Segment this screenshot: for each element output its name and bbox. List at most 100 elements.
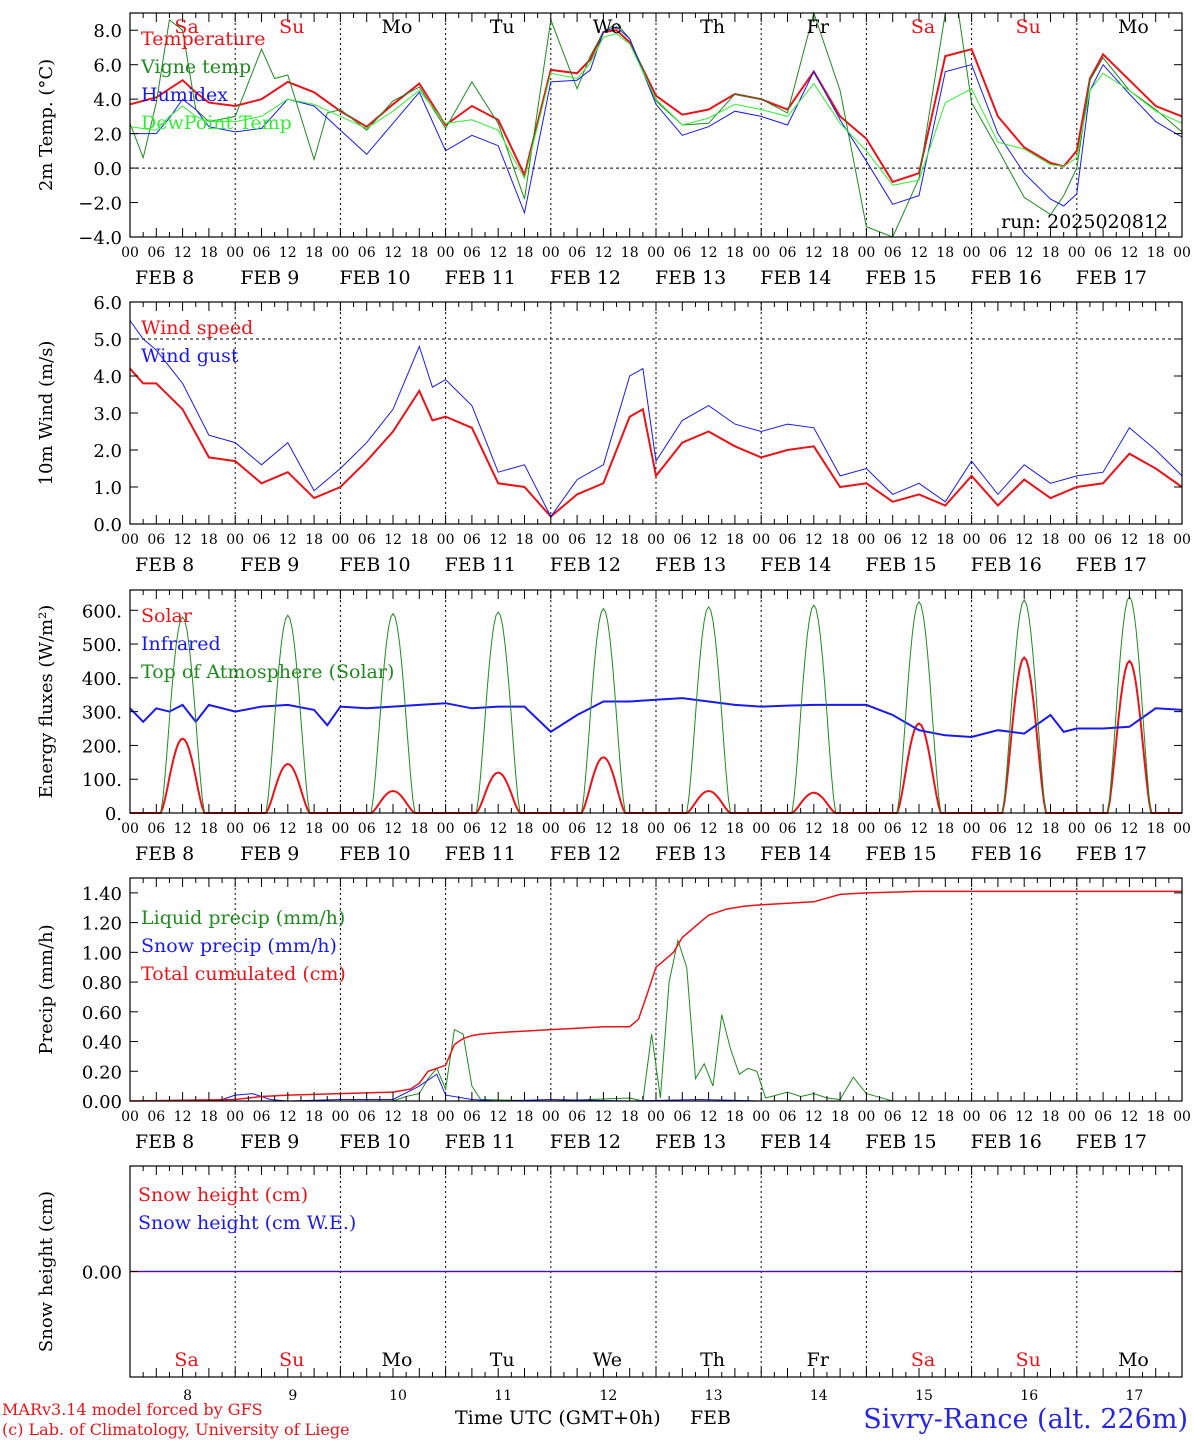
weekday-label: Mo [382,16,413,38]
date-label: FEB 11 [445,554,516,576]
hour-tick-label: 18 [1147,245,1165,261]
day-number-label: 12 [599,1388,617,1404]
y-tick-label: 1.40 [82,884,122,905]
hour-tick-label: 06 [884,245,902,261]
hour-tick-label: 18 [831,245,849,261]
hour-tick-label: 06 [463,532,481,548]
hour-tick-label: 12 [1120,821,1138,837]
hour-tick-label: 00 [963,245,981,261]
hour-tick-label: 06 [1094,532,1112,548]
hour-tick-label: 18 [516,245,534,261]
run-label: run: 2025020812 [1001,211,1168,233]
date-label: FEB 16 [971,843,1042,865]
hour-tick-label: 06 [253,1109,271,1125]
date-label: FEB 8 [135,554,194,576]
hour-tick-label: 06 [568,1109,586,1125]
hour-tick-label: 12 [910,1109,928,1125]
hour-tick-label: 06 [358,532,376,548]
hour-tick-label: 12 [700,245,718,261]
hour-tick-label: 12 [805,532,823,548]
date-label: FEB 9 [240,267,299,289]
hour-tick-label: 00 [1068,532,1086,548]
y-tick-label: 2.0 [93,125,122,146]
hour-tick-label: 18 [200,245,218,261]
hour-tick-label: 18 [831,1109,849,1125]
hour-tick-label: 18 [831,821,849,837]
y-tick-label: 200. [82,736,122,757]
day-number-label: 16 [1020,1388,1038,1404]
y-tick-label: 3.0 [93,404,122,425]
hour-tick-label: 18 [305,821,323,837]
hour-tick-label: 18 [1042,821,1060,837]
date-label: FEB 13 [655,554,726,576]
date-label: FEB 16 [971,554,1042,576]
weekday-label: Sa [174,16,198,38]
y-axis-label: Energy fluxes (W/m²) [36,605,57,799]
hour-tick-label: 00 [1173,245,1191,261]
credit-line: (c) Lab. of Climatology, University of L… [2,1420,350,1439]
weekday-label: Fr [807,1349,830,1371]
hour-tick-label: 00 [437,245,455,261]
y-tick-label: 400. [82,669,122,690]
hour-tick-label: 12 [594,821,612,837]
hour-tick-label: 12 [174,245,192,261]
hour-tick-label: 12 [1120,532,1138,548]
series-line [129,367,1183,518]
legend-entry: Wind speed [141,317,253,339]
legend-entry: Wind gust [141,345,239,367]
y-tick-label: 6.0 [93,293,122,314]
hour-tick-label: 12 [594,245,612,261]
legend-entry: Solar [141,605,193,627]
date-label: FEB 12 [550,843,621,865]
hour-tick-label: 12 [700,821,718,837]
y-tick-label: 6.0 [93,56,122,77]
series-line [129,33,1183,186]
hour-tick-label: 18 [1147,532,1165,548]
date-label: FEB 8 [135,267,194,289]
y-tick-label: 8.0 [93,21,122,42]
weekday-label: Su [279,16,304,38]
hour-tick-label: 00 [857,532,875,548]
hour-tick-label: 00 [647,1109,665,1125]
date-label: FEB 12 [550,267,621,289]
hour-tick-label: 06 [463,821,481,837]
hour-tick-label: 00 [437,532,455,548]
y-tick-label: 4.0 [93,90,122,111]
day-number-label: 17 [1125,1388,1143,1404]
credit-line: MARv3.14 model forced by GFS [2,1400,263,1419]
y-tick-label: 5.0 [93,330,122,351]
hour-tick-label: 00 [1173,821,1191,837]
date-label: FEB 11 [445,843,516,865]
hour-tick-label: 12 [1015,245,1033,261]
weekday-label: Th [700,1349,725,1371]
date-label: FEB 15 [865,1131,936,1153]
hour-tick-label: 00 [963,1109,981,1125]
hour-tick-label: 18 [1147,1109,1165,1125]
date-label: FEB 14 [760,843,831,865]
weekday-label: Sa [911,1349,935,1371]
hour-tick-label: 06 [884,1109,902,1125]
legend-entry: Temperature [141,28,265,50]
hour-tick-label: 12 [1120,1109,1138,1125]
date-label: FEB 13 [655,1131,726,1153]
legend-entry: Liquid precip (mm/h) [141,907,345,929]
hour-tick-label: 12 [384,821,402,837]
station-title: Sivry-Rance (alt. 226m) [863,1404,1188,1435]
hour-tick-label: 06 [1094,1109,1112,1125]
date-label: FEB 9 [240,554,299,576]
y-tick-label: 0. [105,804,122,825]
date-label: FEB 15 [865,267,936,289]
legend-entry: Snow height (cm) [138,1184,308,1206]
hour-tick-label: 18 [200,1109,218,1125]
hour-tick-label: 18 [726,245,744,261]
weekday-label: Mo [382,1349,413,1371]
hour-tick-label: 00 [121,821,139,837]
y-tick-label: 0.00 [82,1092,122,1113]
month-label: FEB [690,1407,731,1429]
hour-tick-label: 00 [1173,1109,1191,1125]
hour-tick-label: 18 [831,532,849,548]
hour-tick-label: 00 [331,821,349,837]
legend-entry: Snow precip (mm/h) [141,935,337,957]
hour-tick-label: 06 [568,821,586,837]
hour-tick-label: 18 [936,532,954,548]
